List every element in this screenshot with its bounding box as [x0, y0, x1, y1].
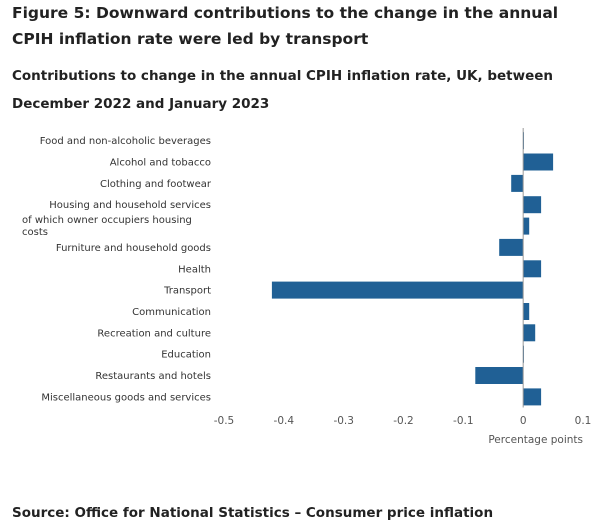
x-axis-label: Percentage points	[488, 434, 583, 446]
x-tick-label: 0	[520, 415, 527, 427]
category-label: Clothing and footwear	[100, 179, 212, 190]
bar	[523, 260, 542, 278]
x-tick-label: -0.2	[393, 415, 414, 427]
x-tick-labels: -0.5 -0.4 -0.3 -0.2 -0.1 0 0.1	[214, 415, 592, 427]
x-tick-label: -0.1	[453, 415, 474, 427]
category-label: Miscellaneous goods and services	[41, 392, 211, 403]
bar	[523, 388, 542, 406]
bar	[511, 174, 524, 192]
category-labels: Food and non-alcoholic beverages Alcohol …	[22, 136, 212, 403]
category-label: Transport	[163, 286, 211, 297]
category-label: Food and non-alcoholic beverages	[40, 136, 211, 147]
category-label: Recreation and culture	[97, 328, 211, 339]
bars-group	[271, 132, 554, 406]
bar	[523, 303, 530, 320]
category-label: Furniture and household goods	[56, 243, 211, 254]
category-label: Health	[178, 264, 211, 275]
bar	[475, 367, 524, 384]
bar	[523, 217, 530, 235]
category-label: Communication	[132, 307, 211, 318]
x-tick-label: -0.3	[333, 415, 354, 427]
x-tick-label: -0.5	[214, 415, 235, 427]
bar	[523, 153, 554, 171]
source-note: Source: Office for National Statistics –…	[12, 505, 494, 521]
category-label: Education	[161, 350, 211, 361]
bar	[523, 196, 542, 214]
bar	[523, 324, 536, 342]
category-label: Housing and household services	[49, 200, 211, 211]
category-label: Restaurants and hotels	[95, 371, 211, 382]
x-tick-label: -0.4	[274, 415, 295, 427]
x-tick-label: 0.1	[575, 415, 592, 427]
category-label: of which owner occupiers housing costs	[22, 215, 192, 238]
bar	[271, 281, 524, 299]
category-label: Alcohol and tobacco	[110, 158, 211, 169]
chart-title: Contributions to change in the annual CP…	[12, 68, 553, 112]
bar	[499, 238, 524, 256]
figure-title: Figure 5: Downward contributions to the …	[12, 4, 559, 48]
